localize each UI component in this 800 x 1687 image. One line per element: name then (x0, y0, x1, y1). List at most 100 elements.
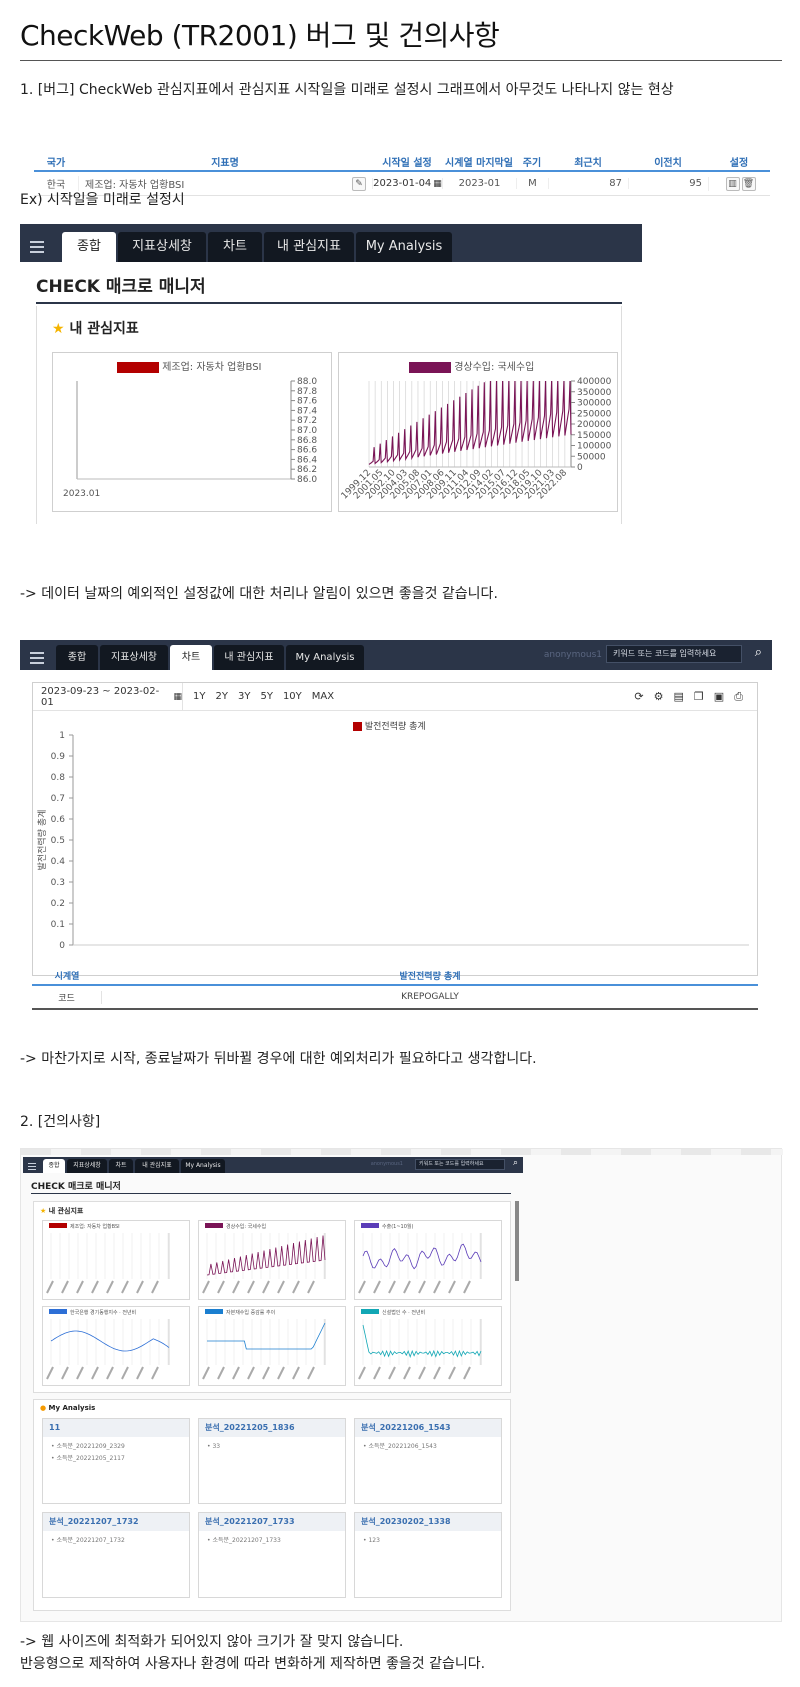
y-tick-label: 86.0 (297, 475, 317, 485)
chart-legend: 신설법인 수 · 전년비 (382, 1310, 426, 1316)
pdf-icon[interactable]: ▤ (673, 689, 684, 703)
analysis-card-title[interactable]: 분석_20221206_1543 (355, 1419, 501, 1437)
list-item[interactable]: • 소득분_20221207_1732 (51, 1537, 125, 1544)
list-item[interactable]: • 소득분_20221207_1733 (207, 1537, 281, 1544)
legend-swatch (409, 361, 451, 373)
mini-chart: 자본재수입 증감률 추이 (198, 1306, 346, 1386)
period-2y-button[interactable]: 2Y (215, 691, 228, 702)
menu-icon[interactable] (20, 232, 54, 262)
y-tick-label: 87.8 (297, 387, 317, 397)
period-10y-button[interactable]: 10Y (282, 691, 302, 702)
menu-icon[interactable] (20, 645, 54, 670)
print-icon[interactable]: ⎙ (734, 689, 743, 703)
watchlist-panel: ★ 내 관심지표 제조업: 자동차 업황BSI 경상수입: 국세수입 수출(1~10… (33, 1201, 511, 1393)
x-tick-label (121, 1366, 129, 1380)
analysis-card-title[interactable]: 분석_20221205_1836 (199, 1419, 345, 1437)
period-buttons: 1Y 2Y 3Y 5Y 10Y MAX (183, 691, 334, 702)
list-item[interactable]: • 소득분_20221209_2329 (51, 1443, 125, 1450)
y-tick-label: 87.4 (297, 406, 317, 416)
y-tick-label: 86.4 (297, 455, 317, 465)
refresh-icon[interactable]: ⟳ (634, 689, 644, 703)
tab-watchlist[interactable]: 내 관심지표 (135, 1159, 179, 1173)
y-tick-label: 0.1 (51, 920, 65, 930)
chart-panel: 2023-09-23 ~ 2023-02-01 ▦ 1Y 2Y 3Y 5Y 10… (32, 682, 758, 976)
tab-watchlist[interactable]: 내 관심지표 (264, 232, 354, 262)
tab-my-analysis[interactable]: My Analysis (356, 232, 452, 262)
tab-chart[interactable]: 차트 (109, 1159, 133, 1173)
image-icon[interactable]: ▣ (713, 689, 725, 703)
page-title: CheckWeb (TR2001) 버그 및 건의사항 (20, 19, 500, 52)
star-icon: ★ (40, 1207, 47, 1215)
tab-summary[interactable]: 종합 (43, 1159, 65, 1173)
calendar-icon[interactable]: ▦ (433, 178, 442, 189)
screenshot-app3: 종합 지표상세창 차트 내 관심지표 My Analysis anonymous… (20, 1148, 783, 1622)
analysis-card[interactable]: 분석_20221207_1732 • 소득분_20221207_1732 (42, 1512, 190, 1598)
search-icon[interactable]: ⌕ (754, 645, 762, 660)
x-tick-label (46, 1280, 54, 1294)
analysis-card[interactable]: 분석_20221205_1836 • 33 (198, 1418, 346, 1504)
tab-summary[interactable]: 종합 (56, 645, 98, 670)
mini-chart: 신설법인 수 · 전년비 (354, 1306, 502, 1386)
period-3y-button[interactable]: 3Y (237, 691, 251, 702)
comment-3-line1: -> 웹 사이즈에 최적화가 되어있지 않아 크기가 잘 맞지 않습니다. (20, 1634, 404, 1650)
trash-icon[interactable]: 🗑 (741, 176, 756, 191)
analysis-card-title[interactable]: 분석_20230202_1338 (355, 1513, 501, 1531)
analysis-card[interactable]: 분석_20221206_1543 • 소득분_20221206_1543 (354, 1418, 502, 1504)
y-tick-label: 0.2 (51, 899, 65, 909)
pencil-icon[interactable]: ✎ (352, 176, 366, 191)
analysis-card-title[interactable]: 분석_20221207_1733 (199, 1513, 345, 1531)
period-5y-button[interactable]: 5Y (260, 691, 273, 702)
x-tick-label: 2023.01 (63, 489, 100, 499)
search-input[interactable]: 키워드 또는 코드를 입력하세요 (415, 1159, 505, 1170)
analysis-card[interactable]: 분석_20221207_1733 • 소득분_20221207_1733 (198, 1512, 346, 1598)
analysis-card[interactable]: 11 • 소득분_20221209_2329 • 소득분_20221205_2117 (42, 1418, 190, 1504)
menu-icon[interactable] (23, 1159, 41, 1173)
tab-summary[interactable]: 종합 (62, 232, 116, 262)
search-icon[interactable]: ⌕ (512, 1158, 518, 1168)
tab-indicator-detail[interactable]: 지표상세창 (100, 645, 168, 670)
list-item[interactable]: • 소득분_20221206_1543 (363, 1443, 437, 1450)
start-date-input[interactable]: 2023-01-04 (373, 178, 432, 189)
x-tick-label (373, 1366, 381, 1380)
y-tick-label: 300000 (577, 399, 612, 409)
analysis-card-title[interactable]: 분석_20221207_1732 (43, 1513, 189, 1531)
x-tick-label (136, 1366, 144, 1380)
x-tick-label (403, 1280, 411, 1294)
scrollbar[interactable] (515, 1201, 519, 1281)
chart-legend: 제조업: 자동차 업황BSI (162, 362, 262, 373)
cell-last: 2023-01 (442, 178, 516, 189)
period-max-button[interactable]: MAX (311, 691, 335, 702)
chart-icon[interactable]: ▥ (725, 176, 740, 191)
list-item[interactable]: • 소득분_20221205_2117 (51, 1455, 125, 1462)
tab-chart[interactable]: 차트 (170, 645, 212, 670)
suggest-heading: 2. [건의사항] (20, 1114, 101, 1130)
date-range-input[interactable]: 2023-09-23 ~ 2023-02-01 (41, 685, 160, 708)
chart-right-svg: 4000003500003000002500002000001500001000… (340, 377, 612, 501)
tab-watchlist[interactable]: 내 관심지표 (214, 645, 284, 670)
tab-my-analysis[interactable]: My Analysis (181, 1159, 225, 1173)
tab-my-analysis[interactable]: My Analysis (286, 645, 364, 670)
gear-icon[interactable]: ⚙ (653, 689, 664, 703)
tab-indicator-detail[interactable]: 지표상세창 (67, 1159, 107, 1173)
tab-chart[interactable]: 차트 (208, 232, 262, 262)
calendar-icon[interactable]: ▦ (173, 691, 182, 702)
analysis-card[interactable]: 분석_20230202_1338 • 123 (354, 1512, 502, 1598)
tab-indicator-detail[interactable]: 지표상세창 (118, 232, 206, 262)
mini-chart-svg (202, 1233, 326, 1294)
list-item[interactable]: • 33 (207, 1443, 221, 1450)
period-1y-button[interactable]: 1Y (193, 691, 206, 702)
x-tick-label (463, 1280, 471, 1294)
search-input[interactable]: 키워드 또는 코드를 입력하세요 (606, 645, 742, 663)
mini-chart: 제조업: 자동차 업황BSI (42, 1220, 190, 1300)
x-tick-label (202, 1280, 210, 1294)
col-recent: 최근치 (574, 157, 602, 169)
col-last: 시계열 마지막일 (445, 157, 513, 169)
table-row: 코드 KREPOGALLY (32, 986, 758, 1010)
copy-icon[interactable]: ❐ (693, 689, 704, 703)
x-tick-label (262, 1280, 270, 1294)
list-item[interactable]: • 123 (363, 1537, 380, 1544)
col-settings: 설정 (729, 157, 749, 169)
x-tick-label (61, 1366, 69, 1380)
x-tick-label (418, 1366, 426, 1380)
analysis-card-title[interactable]: 11 (43, 1419, 189, 1437)
